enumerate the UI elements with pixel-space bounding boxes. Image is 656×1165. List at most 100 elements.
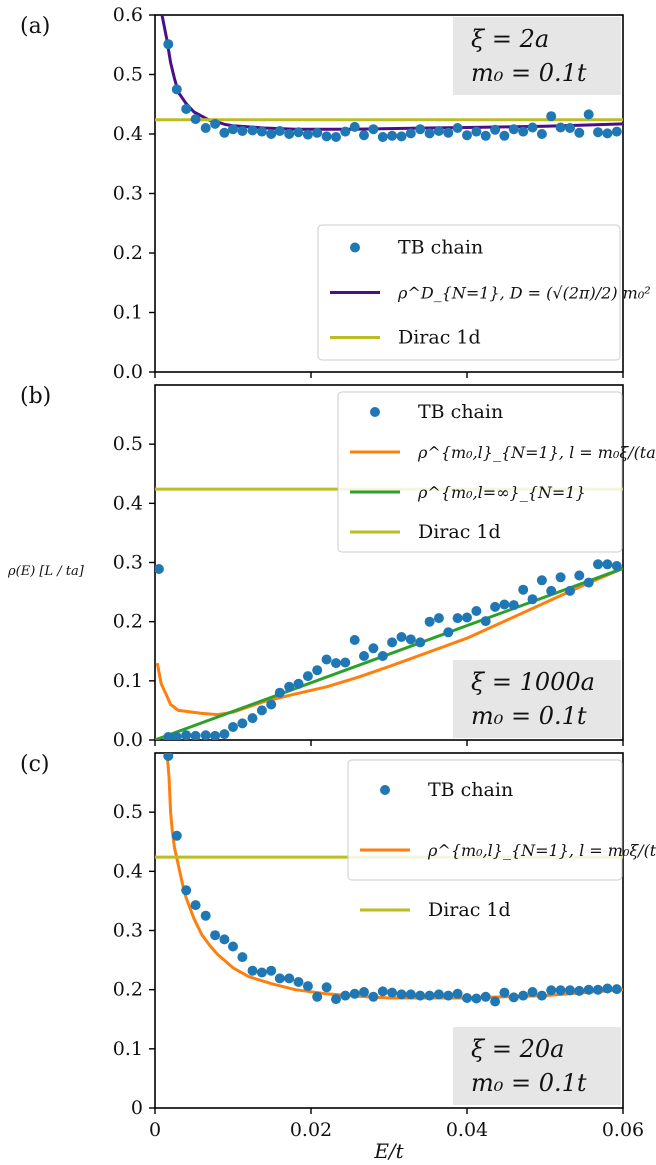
y-tick-label: 0.2	[113, 611, 143, 633]
data-point	[462, 993, 472, 1003]
annotation-line: m₀ = 0.1t	[471, 59, 587, 87]
data-point	[462, 130, 472, 141]
y-tick-label: 0.6	[113, 4, 143, 26]
data-point	[396, 131, 407, 142]
data-point	[593, 127, 603, 138]
data-point	[424, 990, 435, 1001]
data-point	[480, 130, 491, 141]
data-point	[349, 988, 360, 999]
data-point	[340, 126, 351, 137]
data-point	[574, 985, 585, 996]
legend-label: ρ^{m₀,l=∞}_{N=1}	[417, 483, 586, 502]
legend-label: ρ^D_{N=1}, D = (√(2π)/2) m₀² ξ	[397, 284, 656, 303]
data-point	[593, 559, 603, 570]
data-point	[368, 991, 379, 1002]
x-tick-label: 0	[149, 1119, 161, 1141]
data-point	[583, 984, 594, 995]
legend: TB chain ρ^D_{N=1}, D = (√(2π)/2) m₀² ξ Di…	[317, 224, 656, 361]
annotation-line: ξ = 20a	[471, 1035, 564, 1063]
data-point	[266, 965, 277, 976]
data-point	[219, 934, 230, 945]
data-point	[359, 651, 369, 661]
y-tick-label: 0.5	[113, 64, 143, 86]
data-point	[237, 718, 248, 729]
data-point	[536, 575, 547, 586]
data-point	[171, 84, 182, 95]
data-point	[171, 732, 182, 740]
data-point	[527, 122, 538, 133]
data-point	[359, 130, 369, 141]
annotation-box: ξ = 1000a m₀ = 0.1t	[453, 660, 621, 738]
data-point	[490, 601, 501, 612]
data-point	[163, 732, 174, 740]
annotation-line: m₀ = 0.1t	[471, 1069, 587, 1097]
data-point	[611, 561, 622, 571]
legend-frame	[347, 759, 623, 881]
data-point	[237, 126, 248, 136]
annotation-line: ξ = 2a	[471, 25, 549, 53]
data-point	[237, 952, 248, 963]
y-tick-label: 0	[131, 1097, 143, 1119]
annotation-background	[453, 17, 621, 95]
y-tick-label: 0.3	[113, 183, 143, 205]
data-point	[210, 118, 221, 129]
series-line	[155, 566, 623, 740]
data-point	[415, 637, 426, 648]
data-point	[284, 129, 295, 139]
data-point	[377, 651, 388, 661]
data-point	[387, 130, 398, 141]
data-point	[331, 132, 341, 142]
data-point	[321, 131, 332, 142]
y-tick-label: 0.3	[113, 552, 143, 574]
data-point	[527, 594, 538, 605]
data-point	[274, 973, 285, 984]
y-tick-label: 0.4	[113, 123, 143, 145]
legend-frame	[317, 224, 621, 361]
data-point	[349, 635, 360, 645]
data-point	[293, 977, 304, 987]
data-point	[490, 124, 501, 135]
legend: TB chain ρ^{m₀,l}_{N=1}, l = m₀ξ/(ta) ρ^{m…	[337, 391, 656, 553]
data-point	[471, 606, 482, 616]
data-point	[471, 126, 482, 137]
data-point	[219, 127, 230, 138]
data-point	[583, 109, 594, 120]
data-point	[219, 729, 230, 740]
data-point	[340, 657, 351, 668]
y-tick-label: 0.1	[113, 670, 143, 692]
data-point	[583, 577, 594, 588]
annotation-line: m₀ = 0.1t	[471, 702, 587, 730]
legend-label: TB chain	[418, 401, 503, 423]
data-point	[405, 989, 416, 1000]
data-point	[256, 967, 267, 978]
data-point	[536, 990, 547, 1001]
data-point	[163, 39, 174, 50]
data-point	[200, 730, 211, 740]
data-point	[611, 126, 622, 137]
data-point	[312, 665, 323, 676]
data-point	[359, 987, 369, 997]
x-axis-label: E/t	[373, 1139, 404, 1163]
annotation-background	[453, 660, 621, 738]
legend: TB chain ρ^{m₀,l}_{N=1}, l = m₀ξ/(ta) Dira…	[347, 759, 656, 921]
data-point	[433, 613, 444, 624]
y-tick-label: 0.1	[113, 1038, 143, 1060]
data-point	[171, 830, 182, 841]
legend-label: TB chain	[428, 779, 513, 801]
data-point	[415, 990, 426, 1001]
data-point	[396, 632, 407, 642]
legend-label: TB chain	[398, 237, 483, 259]
y-axis-label: ρ(E) [L / ta]	[7, 564, 85, 579]
data-point	[415, 124, 426, 135]
data-point	[274, 687, 285, 698]
data-point	[452, 988, 463, 999]
annotation-background	[453, 1027, 621, 1105]
data-point	[349, 121, 360, 132]
data-point	[387, 987, 398, 998]
data-point	[555, 122, 566, 133]
y-tick-label: 0.2	[113, 242, 143, 264]
data-point	[565, 985, 575, 996]
data-point	[181, 730, 192, 740]
panel-a: (a) 0.0 0.1 0.2 0.3 0.4 0.5 0.6 ξ = 2a m₀ = 0.1t T…	[20, 4, 656, 383]
